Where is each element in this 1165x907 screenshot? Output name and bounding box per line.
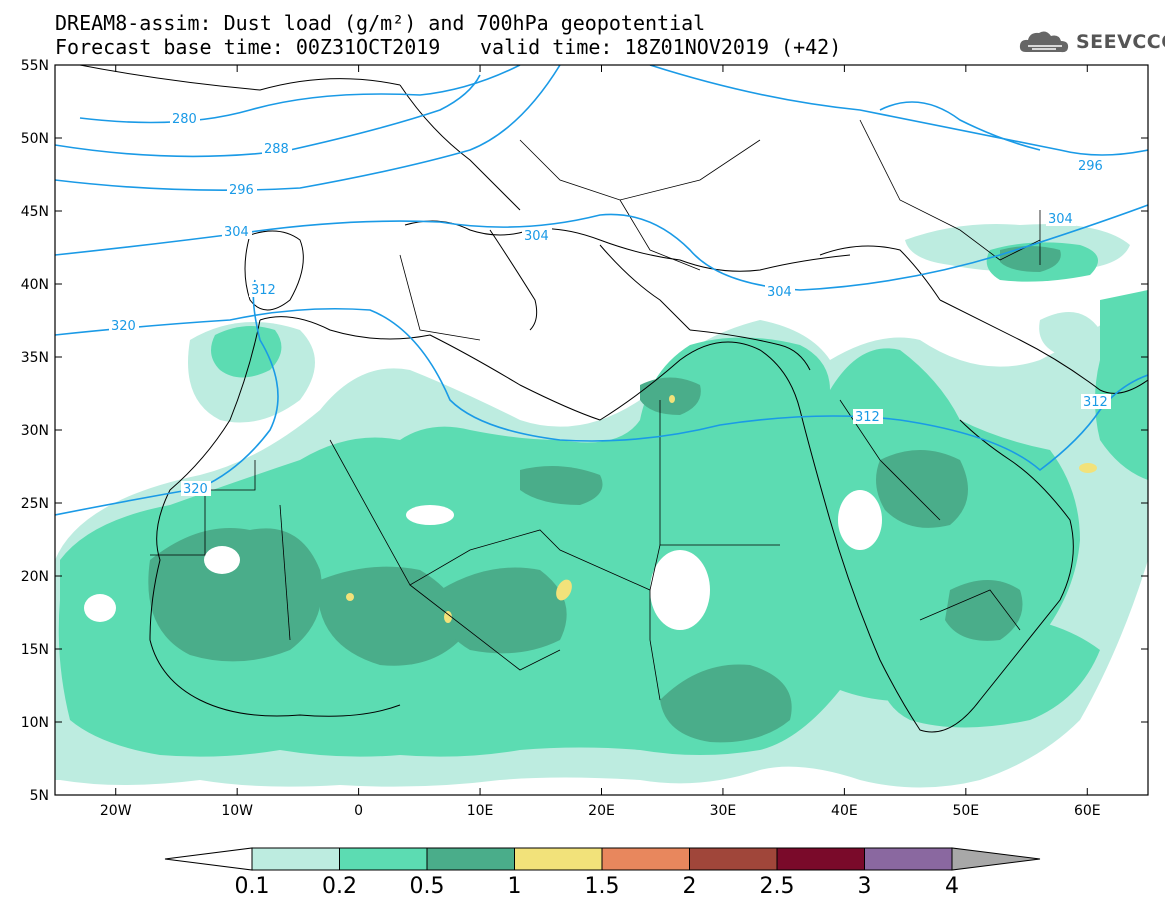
colorbar-segment xyxy=(426,847,515,871)
lat-tick-label: 5N xyxy=(30,788,49,804)
lon-tick-label: 50E xyxy=(952,803,979,819)
lon-tick-label: 40E xyxy=(831,803,858,819)
lat-tick-label: 10N xyxy=(21,715,49,731)
contour-label: 304 xyxy=(1048,212,1073,227)
contour-label: 320 xyxy=(111,319,136,334)
contour-label: 280 xyxy=(172,112,197,127)
lat-tick-label: 30N xyxy=(21,423,49,439)
contour-label: 304 xyxy=(524,229,549,244)
lat-tick-label: 50N xyxy=(21,131,49,147)
lat-tick-label: 20N xyxy=(21,569,49,585)
colorbar-label: 1.5 xyxy=(585,874,620,899)
colorbar-over-arrow xyxy=(951,847,1041,871)
contour-label: 312 xyxy=(251,283,276,298)
colorbar-segment xyxy=(514,847,603,871)
dust-free-areas xyxy=(84,490,882,630)
colorbar: 0.1 0.2 0.5 1 1.5 2 2.5 3 4 xyxy=(164,847,1041,899)
forecast-base-time: Forecast base time: 00Z31OCT2019 xyxy=(55,35,441,59)
dust-level-0.5 xyxy=(148,246,1061,743)
contour-label: 296 xyxy=(1078,159,1103,174)
lon-tick-label: 30E xyxy=(710,803,737,819)
colorbar-segment xyxy=(776,847,865,871)
seevccc-logo: SEEVCCC xyxy=(1018,28,1165,56)
lat-tick-label: 45N xyxy=(21,204,49,220)
lat-tick-label: 55N xyxy=(21,58,49,74)
lon-tick-label: 20W xyxy=(100,803,132,819)
coastlines xyxy=(77,65,1148,733)
longitude-axis: 20W 10W 0 10E 20E 30E 40E 50E 60E xyxy=(100,65,1101,819)
lat-tick-label: 15N xyxy=(21,642,49,658)
colorbar-segment xyxy=(689,847,778,871)
lat-tick-label: 35N xyxy=(21,350,49,366)
lon-tick-label: 0 xyxy=(354,803,363,819)
country-borders xyxy=(150,119,1041,701)
contour-label: 304 xyxy=(767,285,792,300)
contour-label: 288 xyxy=(264,142,289,157)
colorbar-label: 3 xyxy=(858,874,872,899)
contour-label: 304 xyxy=(224,225,249,240)
contour-label: 312 xyxy=(855,410,880,425)
lon-tick-label: 20E xyxy=(588,803,615,819)
dust-level-1 xyxy=(346,395,1097,623)
colorbar-label: 4 xyxy=(945,874,959,899)
lat-tick-label: 25N xyxy=(21,496,49,512)
lon-tick-label: 10W xyxy=(221,803,253,819)
contour-label: 296 xyxy=(229,183,254,198)
colorbar-segment xyxy=(339,847,428,871)
lon-tick-label: 10E xyxy=(467,803,494,819)
lat-tick-label: 40N xyxy=(21,277,49,293)
dust-load-field xyxy=(55,224,1148,788)
colorbar-label: 2 xyxy=(683,874,697,899)
colorbar-segment xyxy=(251,847,340,871)
colorbar-label: 0.2 xyxy=(322,874,357,899)
colorbar-segment xyxy=(601,847,690,871)
colorbar-segment xyxy=(864,847,953,871)
map-title: DREAM8-assim: Dust load (g/m²) and 700hP… xyxy=(55,11,706,35)
valid-time: valid time: 18Z01NOV2019 (+42) xyxy=(480,35,842,59)
latitude-axis: 55N 50N 45N 40N 35N 30N 25N 20N 15N 10N 5N xyxy=(21,58,1148,804)
colorbar-label: 0.1 xyxy=(235,874,270,899)
geopotential-contours xyxy=(55,65,1148,516)
contour-label: 320 xyxy=(183,482,208,497)
colorbar-under-arrow xyxy=(164,847,253,871)
colorbar-label: 2.5 xyxy=(760,874,795,899)
contour-labels: 280 288 296 304 312 320 296 304 304 312 … xyxy=(109,111,1111,497)
cloud-icon xyxy=(1019,31,1069,53)
lon-tick-label: 60E xyxy=(1074,803,1101,819)
logo-text: SEEVCCC xyxy=(1076,31,1165,53)
colorbar-label: 0.5 xyxy=(410,874,445,899)
dust-level-0.2 xyxy=(58,242,1148,757)
contour-label: 312 xyxy=(1083,395,1108,410)
colorbar-label: 1 xyxy=(508,874,522,899)
